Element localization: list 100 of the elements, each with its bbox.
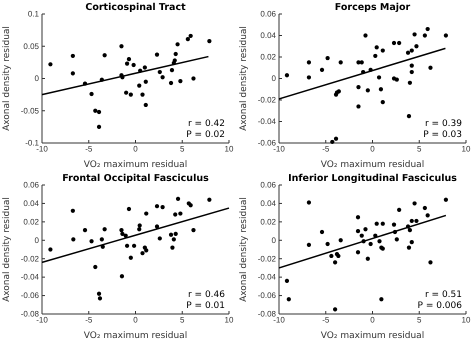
point <box>338 238 343 242</box>
point <box>374 45 379 50</box>
point <box>406 246 412 250</box>
annotation: P = 0.006 <box>418 301 462 311</box>
y-tick-label: 0.06 <box>260 10 277 19</box>
x-tick-label: 5 <box>180 144 186 154</box>
x-tick-label: -5 <box>322 316 330 325</box>
point <box>428 66 433 70</box>
point <box>356 104 361 109</box>
point <box>102 227 107 232</box>
point <box>188 34 193 38</box>
point <box>414 218 419 224</box>
point <box>124 244 130 248</box>
point <box>334 136 338 141</box>
y-tick-label: -0.02 <box>258 96 277 105</box>
y-axis-title: Axonal density residual <box>2 197 12 302</box>
y-axis-title: Axonal density residual <box>2 26 12 131</box>
point <box>102 53 107 58</box>
point <box>144 80 148 84</box>
point <box>306 200 312 205</box>
point <box>284 278 290 283</box>
point <box>376 75 382 80</box>
annotation: r = 0.39 <box>424 119 462 129</box>
point <box>408 80 412 85</box>
point <box>422 33 427 38</box>
point <box>172 237 176 242</box>
annotation: r = 0.42 <box>188 119 225 129</box>
point <box>89 92 94 96</box>
point <box>158 236 162 241</box>
point <box>374 222 379 226</box>
point <box>356 215 360 220</box>
point <box>378 87 384 92</box>
point <box>137 227 142 232</box>
point <box>173 212 178 217</box>
point <box>444 33 448 38</box>
point <box>356 84 361 90</box>
x-axis-title: VO₂ maximum residual <box>320 331 424 341</box>
point <box>394 237 399 242</box>
point <box>332 307 338 312</box>
point <box>426 213 430 218</box>
point <box>392 222 396 227</box>
y-tick-label: 0 <box>272 74 277 84</box>
point <box>93 108 98 113</box>
point <box>178 78 182 84</box>
point <box>444 198 448 202</box>
y-tick-label: 0 <box>34 236 40 245</box>
y-tick-label: 0.04 <box>260 198 277 208</box>
point <box>144 248 148 253</box>
x-axis-title: VO₂ maximum residual <box>84 160 188 170</box>
point <box>392 40 396 46</box>
point <box>98 296 102 300</box>
point <box>422 206 427 210</box>
point <box>100 237 104 242</box>
point <box>160 205 165 210</box>
y-tick-label: -0.04 <box>258 117 277 126</box>
point <box>119 44 124 48</box>
x-tick-label: 0 <box>370 316 376 325</box>
chart-title: Forceps Major <box>334 2 411 13</box>
y-tick-label: 0.06 <box>260 180 277 190</box>
x-tick-label: -5 <box>85 316 93 325</box>
y-tick-label: 0.1 <box>28 10 40 19</box>
point <box>168 232 174 237</box>
point <box>128 256 133 260</box>
point <box>126 57 132 62</box>
x-tick-label: -5 <box>85 144 93 154</box>
point <box>96 124 102 129</box>
point <box>368 242 373 246</box>
point <box>174 52 178 56</box>
point <box>306 242 312 247</box>
point <box>408 228 412 232</box>
point <box>126 206 132 212</box>
point <box>366 88 370 92</box>
annotation: P = 0.01 <box>186 301 225 311</box>
chart-title: Inferior Longitudinal Fasciculus <box>288 173 458 184</box>
point <box>124 90 128 95</box>
y-tick-label: -0.04 <box>258 272 277 282</box>
point <box>176 196 180 201</box>
x-tick-label: 10 <box>224 144 234 154</box>
x-tick-label: 5 <box>417 144 422 154</box>
point <box>168 80 174 86</box>
point <box>124 234 128 238</box>
point <box>410 63 414 68</box>
point <box>286 297 291 302</box>
point <box>140 251 145 256</box>
x-tick-label: 5 <box>180 316 186 325</box>
point <box>207 198 212 202</box>
point <box>144 211 148 216</box>
x-tick-label: -5 <box>322 144 330 154</box>
point <box>174 232 178 236</box>
point <box>132 62 136 68</box>
point <box>207 38 212 44</box>
point <box>70 54 75 58</box>
point <box>89 239 94 244</box>
point <box>380 100 385 104</box>
point <box>397 40 402 46</box>
x-tick-label: 10 <box>224 316 234 325</box>
point <box>120 232 125 236</box>
y-tick-label: -0.04 <box>20 272 40 282</box>
point <box>96 292 102 296</box>
point <box>284 73 290 78</box>
